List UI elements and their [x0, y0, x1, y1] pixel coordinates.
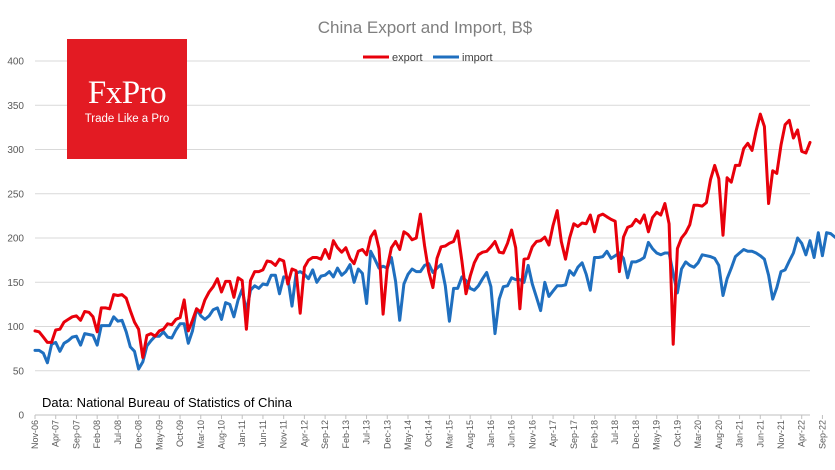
y-tick-label: 350 [7, 101, 24, 112]
x-tick-label: Jan-11 [237, 420, 247, 447]
logo-tagline: Trade Like a Pro [84, 113, 170, 125]
series-group [33, 112, 835, 371]
x-tick-label: Nov-11 [279, 420, 289, 448]
x-tick-label: May-14 [403, 420, 413, 450]
x-tick-label: Apr-07 [51, 420, 61, 447]
y-tick-label: 0 [18, 411, 24, 422]
x-tick-label: May-19 [652, 420, 662, 450]
fxpro-logo: FxPro Trade Like a Pro [67, 39, 187, 159]
x-tick-label: Oct-19 [672, 420, 682, 447]
x-tick-label: Jul-18 [610, 420, 620, 445]
x-tick-label: Nov-16 [527, 420, 537, 449]
x-tick-label: May-09 [154, 420, 164, 450]
x-axis: Nov-06 Apr-07 Sep-07 Feb-08 Jul-08 Dec-08 May-… [30, 414, 827, 450]
x-tick-label: Dec-08 [134, 420, 144, 449]
y-tick-label: 150 [7, 278, 24, 289]
x-tick-label: Apr-22 [797, 420, 807, 447]
legend: export import [363, 52, 493, 64]
y-tick-label: 200 [7, 234, 24, 245]
x-tick-label: Sep-07 [71, 420, 81, 449]
series-line-export [33, 112, 812, 359]
x-tick-label: Apr-17 [548, 420, 558, 447]
x-tick-label: Feb-13 [341, 420, 351, 449]
y-tick-label: 300 [7, 145, 24, 156]
x-tick-label: Jul-13 [362, 420, 372, 445]
x-tick-label: Feb-08 [92, 420, 102, 449]
x-tick-label: Feb-18 [589, 420, 599, 449]
logo-brand: FxPro [87, 75, 167, 111]
x-tick-label: Dec-18 [631, 420, 641, 449]
source-note: Data: National Bureau of Statistics of C… [42, 395, 293, 410]
y-tick-label: 400 [7, 57, 24, 68]
y-tick-label: 50 [13, 366, 25, 377]
chart-title: China Export and Import, B$ [318, 18, 533, 37]
x-tick-label: Oct-09 [175, 420, 185, 447]
x-tick-label: Jan-16 [486, 420, 496, 448]
x-tick-label: Apr-12 [299, 420, 309, 447]
x-tick-label: Dec-13 [382, 420, 392, 449]
x-tick-label: Mar-15 [444, 420, 454, 449]
y-tick-label: 250 [7, 189, 24, 200]
x-tick-label: Sep-22 [817, 420, 827, 449]
x-tick-label: Aug-10 [216, 420, 226, 449]
x-tick-label: Aug-20 [714, 420, 724, 449]
x-tick-label: Jun-11 [258, 420, 268, 447]
x-tick-label: Sep-17 [569, 420, 579, 449]
x-tick-label: Aug-15 [465, 420, 475, 449]
x-tick-label: Jul-08 [113, 420, 123, 445]
legend-label-export: export [392, 52, 423, 64]
x-tick-label: Sep-12 [320, 420, 330, 449]
x-tick-label: Jun-21 [755, 420, 765, 448]
legend-label-import: import [462, 52, 493, 64]
y-axis: 0 50 100 150 200 250 300 350 400 [7, 57, 24, 422]
x-tick-label: Oct-14 [424, 420, 434, 447]
series-line-import [33, 231, 835, 371]
x-tick-label: Jan-21 [735, 420, 745, 448]
x-tick-label: Mar-20 [693, 420, 703, 449]
x-tick-label: Nov-21 [776, 420, 786, 449]
x-tick-label: Jun-16 [507, 420, 517, 448]
x-tick-label: Mar-10 [196, 420, 206, 449]
y-tick-label: 100 [7, 322, 24, 333]
x-tick-label: Nov-06 [30, 420, 40, 449]
